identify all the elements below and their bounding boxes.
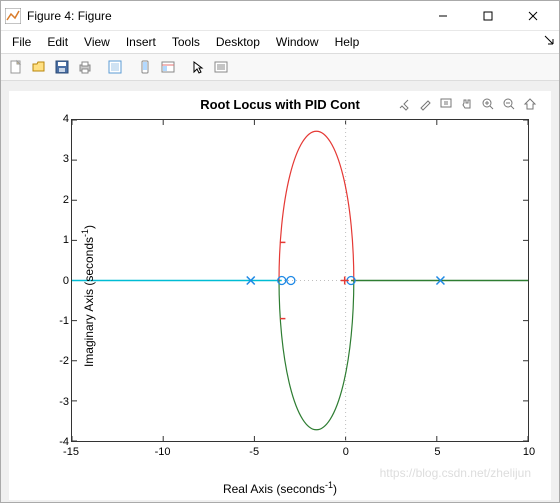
x-tick: 5	[434, 446, 440, 458]
new-figure-button[interactable]	[5, 56, 27, 78]
x-axis-label: Real Axis (seconds-1)	[9, 480, 551, 496]
x-tick: 0	[343, 446, 349, 458]
menu-desktop[interactable]: Desktop	[209, 33, 267, 51]
y-tick: 4	[47, 113, 69, 125]
pencil-icon[interactable]	[416, 95, 434, 113]
menu-view[interactable]: View	[77, 33, 117, 51]
menu-insert[interactable]: Insert	[119, 33, 163, 51]
titlebar: Figure 4: Figure	[1, 1, 559, 31]
plot-area[interactable]	[71, 119, 529, 442]
inspector-button[interactable]	[157, 56, 179, 78]
x-tick: -10	[155, 446, 171, 458]
y-tick: -1	[47, 315, 69, 327]
datatip-icon[interactable]	[437, 95, 455, 113]
axes-toolbar	[395, 95, 539, 113]
y-axis-label: Imaginary Axis (seconds-1)	[80, 224, 96, 366]
menu-help[interactable]: Help	[328, 33, 367, 51]
x-tick-labels: -15-10-50510	[71, 446, 529, 460]
window-title: Figure 4: Figure	[27, 9, 420, 23]
y-tick: -2	[47, 355, 69, 367]
menu-tools[interactable]: Tools	[165, 33, 207, 51]
x-tick: 10	[523, 446, 535, 458]
y-tick: 3	[47, 153, 69, 165]
y-tick: 2	[47, 194, 69, 206]
y-tick: -3	[47, 396, 69, 408]
x-tick: -5	[249, 446, 259, 458]
figure-panel: Root Locus with PID Cont -4-3-2-101234 -…	[9, 91, 551, 500]
edit-plot-button[interactable]	[210, 56, 232, 78]
brush-icon[interactable]	[395, 95, 413, 113]
cursor-button[interactable]	[187, 56, 209, 78]
menu-window[interactable]: Window	[269, 33, 326, 51]
save-button[interactable]	[51, 56, 73, 78]
zoom-in-icon[interactable]	[479, 95, 497, 113]
x-tick: -15	[63, 446, 79, 458]
y-tick: 1	[47, 234, 69, 246]
menu-file[interactable]: File	[5, 33, 38, 51]
app-icon	[5, 8, 21, 24]
y-tick: 0	[47, 275, 69, 287]
device-button[interactable]	[134, 56, 156, 78]
menubar: File Edit View Insert Tools Desktop Wind…	[1, 31, 559, 53]
maximize-button[interactable]	[465, 1, 510, 31]
figure-content: Root Locus with PID Cont -4-3-2-101234 -…	[1, 81, 559, 502]
plot-svg	[72, 120, 528, 441]
link-button[interactable]	[104, 56, 126, 78]
menu-edit[interactable]: Edit	[40, 33, 75, 51]
watermark: https://blog.csdn.net/zhelijun	[380, 466, 531, 480]
print-button[interactable]	[74, 56, 96, 78]
y-tick-labels: -4-3-2-101234	[47, 119, 69, 442]
toolbar	[1, 53, 559, 81]
home-icon[interactable]	[521, 95, 539, 113]
zoom-out-icon[interactable]	[500, 95, 518, 113]
close-button[interactable]	[510, 1, 555, 31]
figure-window: Figure 4: Figure File Edit View Insert T…	[0, 0, 560, 503]
open-button[interactable]	[28, 56, 50, 78]
dock-arrow-icon[interactable]	[543, 34, 555, 49]
pan-icon[interactable]	[458, 95, 476, 113]
minimize-button[interactable]	[420, 1, 465, 31]
